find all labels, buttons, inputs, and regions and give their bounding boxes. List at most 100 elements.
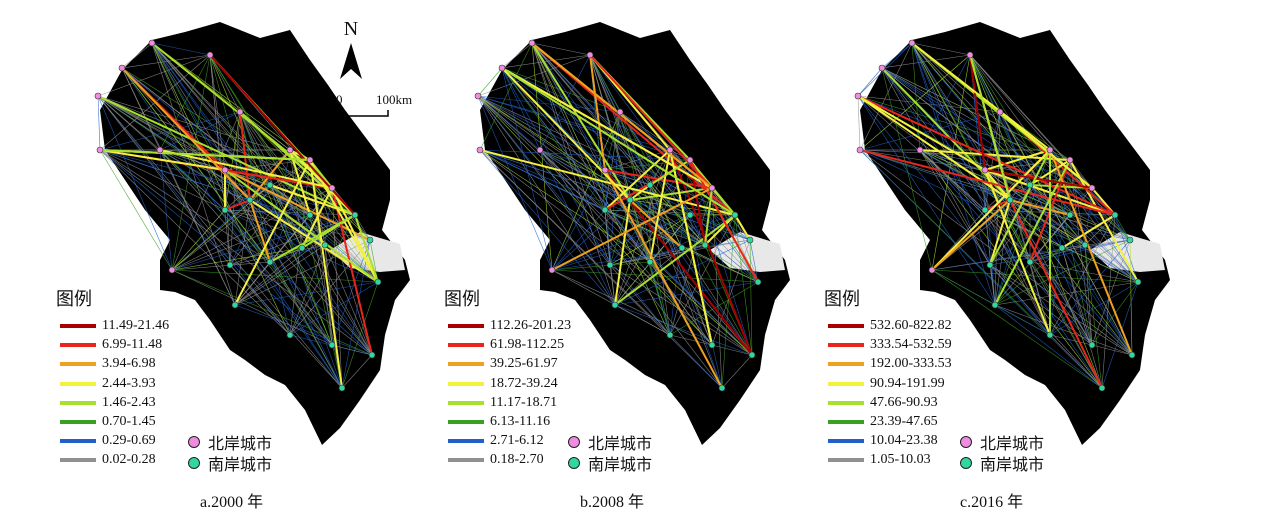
link-line — [589, 54, 713, 189]
legend-label: 532.60-822.82 — [870, 318, 952, 333]
north-letter: N — [343, 18, 359, 40]
link-line — [984, 169, 996, 306]
link-line — [531, 42, 706, 246]
legend-label: 10.04-23.38 — [870, 433, 938, 449]
link-line — [97, 95, 101, 151]
south-city-marker — [666, 331, 674, 339]
link-line — [479, 149, 651, 263]
link-line — [99, 149, 271, 263]
north-city-marker — [666, 146, 674, 154]
link-line — [171, 247, 303, 271]
link-line — [479, 149, 736, 216]
legend-line-swatch — [828, 324, 864, 328]
link-line — [857, 95, 1071, 161]
south-city-marker — [986, 261, 994, 269]
link-line — [589, 54, 606, 171]
link-line — [99, 149, 226, 211]
link-line — [609, 214, 691, 266]
link-line — [151, 42, 211, 56]
legend-label: 0.18-2.70 — [490, 452, 544, 468]
link-line — [477, 54, 591, 97]
link-line — [989, 239, 1131, 266]
legend-label: 90.94-191.99 — [870, 375, 945, 391]
legend-line-swatch — [448, 439, 484, 444]
link-line — [99, 149, 356, 216]
north-city-marker — [928, 266, 936, 274]
south-city-marker — [226, 261, 234, 269]
link-line — [649, 184, 723, 389]
legend-class-3: 3.94-6.98 — [60, 354, 156, 374]
south-city-marker — [351, 211, 359, 219]
link-line — [331, 344, 373, 356]
link-line — [881, 67, 1031, 263]
link-line — [1029, 184, 1133, 356]
link-line — [1114, 214, 1131, 241]
north-city-marker — [878, 64, 886, 72]
link-line — [614, 304, 753, 356]
link-line — [999, 111, 1093, 346]
south-city-marker — [701, 241, 709, 249]
legend-class-6: 23.39-47.65 — [828, 412, 938, 432]
link-line — [857, 95, 1093, 189]
link-line — [604, 209, 611, 266]
north-city-marker — [286, 146, 294, 154]
link-line — [551, 111, 621, 271]
link-line — [97, 95, 343, 389]
south-city-marker — [1046, 331, 1054, 339]
link-line — [919, 149, 1103, 389]
link-line — [269, 184, 356, 216]
link-line — [229, 264, 291, 336]
north-city-marker — [498, 64, 506, 72]
link-line — [229, 264, 343, 389]
link-line — [994, 184, 1031, 306]
south-city-marker — [626, 196, 634, 204]
link-line — [171, 209, 226, 271]
link-line — [1049, 334, 1093, 346]
link-line — [269, 149, 291, 263]
link-line — [151, 42, 326, 246]
north-city-marker — [168, 266, 176, 274]
link-line — [309, 214, 343, 389]
link-line — [604, 159, 691, 171]
south-city-marker — [1026, 181, 1034, 189]
north-city-icon — [568, 436, 580, 448]
south-city-marker — [1128, 351, 1136, 359]
link-line — [1129, 239, 1133, 356]
link-line — [99, 149, 311, 161]
link-line — [159, 54, 211, 151]
link-line — [239, 111, 271, 263]
south-city-marker — [731, 211, 739, 219]
north-city-marker — [118, 64, 126, 72]
legend-class-5: 11.17-18.71 — [448, 393, 557, 413]
link-line — [734, 214, 751, 241]
link-line — [857, 67, 883, 97]
link-line — [224, 149, 291, 211]
north-city-marker — [1046, 146, 1054, 154]
link-line — [604, 111, 621, 171]
link-line — [1029, 261, 1103, 389]
link-line — [984, 209, 1131, 241]
legend-south-city: 南岸城市 — [960, 451, 1044, 475]
link-line — [159, 149, 173, 271]
legend-line-swatch — [448, 458, 484, 463]
link-line — [721, 214, 736, 389]
south-city-marker — [368, 351, 376, 359]
link-line — [931, 54, 971, 271]
link-line — [984, 209, 1051, 336]
south-city-marker — [246, 196, 254, 204]
legend-label: 333.54-532.59 — [870, 337, 952, 353]
legend-north-city: 北岸城市 — [568, 430, 652, 454]
legend-line-swatch — [60, 458, 96, 463]
link-line — [1091, 344, 1133, 356]
link-line — [614, 239, 751, 306]
link-line — [649, 214, 736, 263]
link-line — [984, 209, 996, 306]
link-line — [1061, 247, 1103, 389]
south-city-marker — [991, 301, 999, 309]
link-line — [477, 95, 713, 346]
link-line — [749, 239, 759, 283]
south-city-marker — [1006, 196, 1014, 204]
north-arrow-icon — [340, 43, 362, 79]
north-city-marker — [1088, 184, 1096, 192]
link-line — [1101, 281, 1139, 389]
